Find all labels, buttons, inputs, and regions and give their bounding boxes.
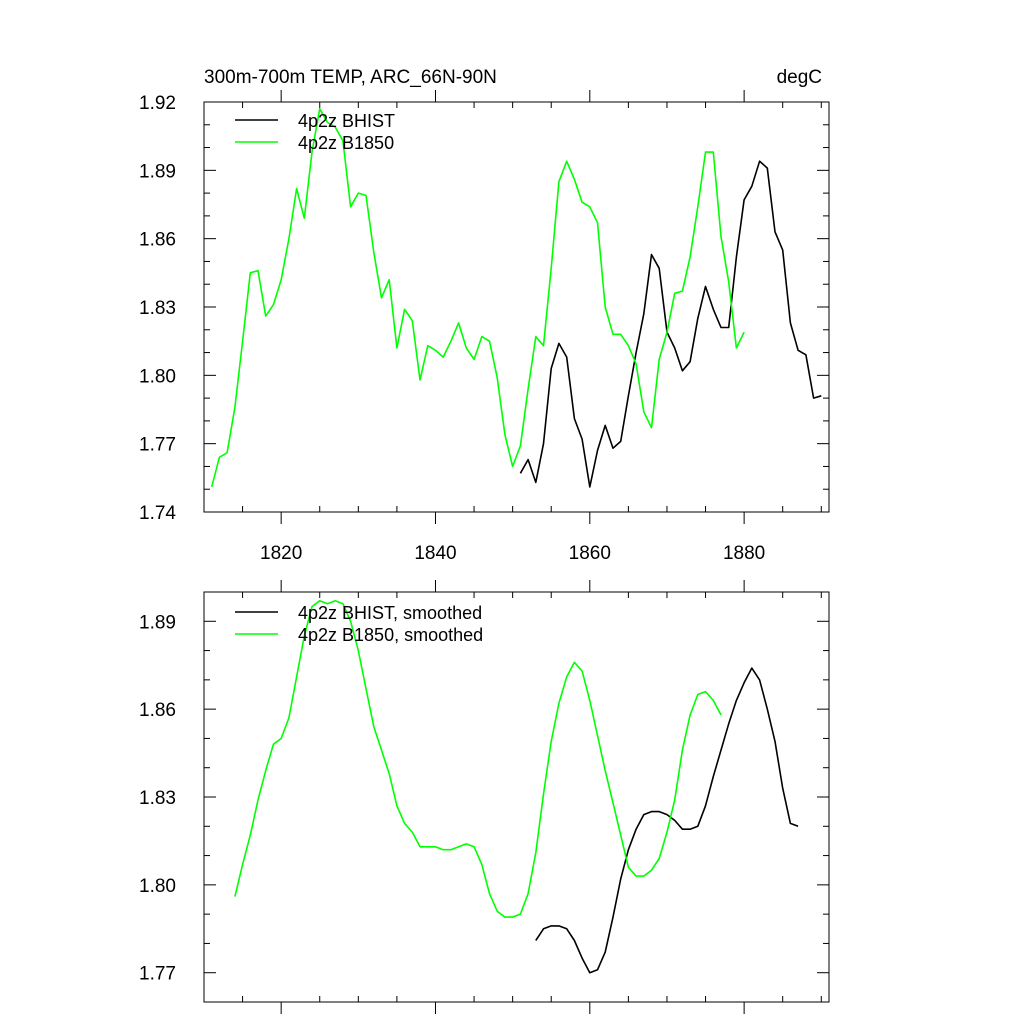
y-tick-label: 1.80 (139, 876, 176, 897)
y-tick-label: 1.74 (139, 503, 176, 524)
axes-top: 1820 1840 1860 1880 1.74 1.77 1.80 1.83 1.86 1.89… (139, 90, 829, 564)
y-tick-label: 1.89 (139, 161, 176, 182)
series-line-top-b1850 (210, 108, 745, 488)
x-tick-label: 1840 (414, 543, 456, 564)
y-tick-label: 1.89 (139, 612, 176, 633)
legend-top: 4p2z BHIST 4p2z B1850 (235, 111, 395, 153)
axes-bottom: 1.77 1.80 1.83 1.86 1.89 (139, 580, 829, 1014)
y-tick-label: 1.80 (139, 366, 176, 387)
legend-label-b1850-smoothed: 4p2z B1850, smoothed (298, 625, 483, 645)
chart-bottom: 1.77 1.80 1.83 1.86 1.89 4p2z BHIST, smoothe… (139, 580, 830, 1014)
chart-top: 300m-700m TEMP, ARC_66N-90N degC 1820 184… (139, 67, 830, 564)
plot-frame-bottom (203, 591, 830, 1003)
plot-frame-top (203, 101, 830, 513)
y-tick-label: 1.86 (139, 700, 176, 721)
legend-label-b1850: 4p2z B1850 (298, 133, 394, 153)
y-tick-label: 1.83 (139, 788, 176, 809)
series-bottom (234, 599, 799, 974)
series-line-bottom-bhist (535, 667, 799, 974)
y-tick-label: 1.77 (139, 964, 176, 985)
units-label: degC (777, 67, 822, 88)
x-tick-label: 1820 (260, 543, 302, 564)
y-tick-label: 1.77 (139, 435, 176, 456)
legend-bottom: 4p2z BHIST, smoothed 4p2z B1850, smoothe… (235, 603, 483, 645)
legend-label-bhist: 4p2z BHIST (298, 111, 395, 131)
chart-title: 300m-700m TEMP, ARC_66N-90N (204, 67, 497, 88)
series-line-top-bhist (519, 160, 822, 488)
x-tick-label: 1880 (723, 543, 765, 564)
y-tick-label: 1.83 (139, 298, 176, 319)
y-tick-label: 1.86 (139, 230, 176, 251)
y-tick-label: 1.92 (139, 93, 176, 114)
legend-label-bhist-smoothed: 4p2z BHIST, smoothed (298, 603, 482, 623)
series-top (210, 108, 822, 488)
series-line-bottom-b1850 (234, 599, 722, 918)
x-tick-label: 1860 (569, 543, 611, 564)
